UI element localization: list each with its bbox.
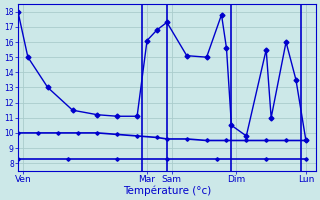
X-axis label: Température (°c): Température (°c) <box>123 185 211 196</box>
